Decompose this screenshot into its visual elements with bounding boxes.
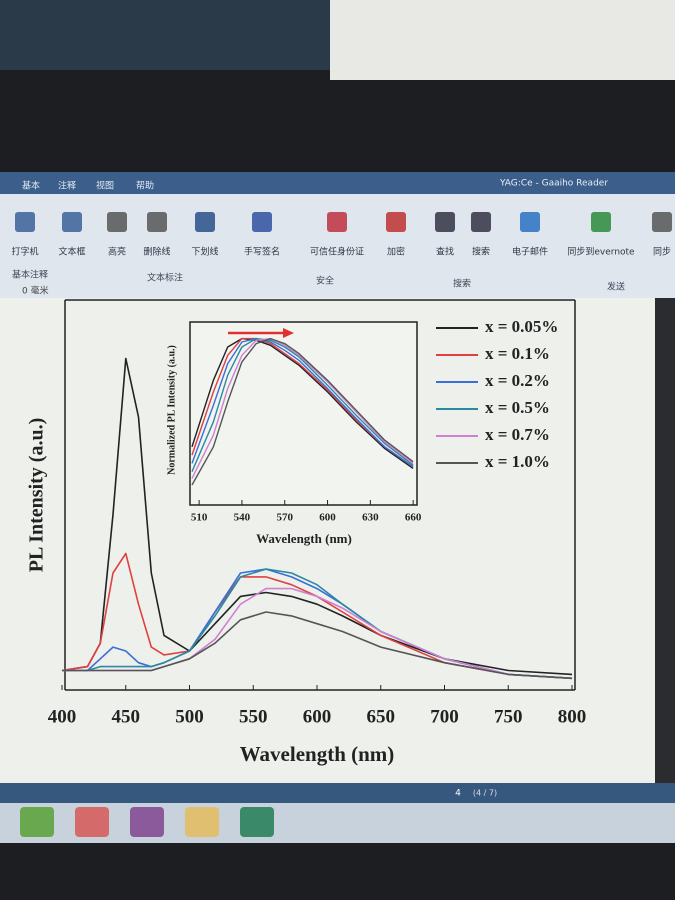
title-bar (0, 172, 675, 194)
x-tick-label: 600 (303, 706, 332, 727)
x-tick-label: 450 (112, 706, 141, 727)
shift-arrow-head (283, 328, 294, 338)
toolbar-icon[interactable] (62, 212, 82, 232)
legend-label: x = 0.1% (485, 344, 550, 363)
toolbar-icon[interactable] (435, 212, 455, 232)
page-count: (4 / 7) (473, 789, 497, 798)
x-tick-label: 750 (494, 706, 523, 727)
y-axis-label: PL Intensity (a.u.) (26, 418, 48, 572)
toolbar-button[interactable]: 查找 (436, 246, 454, 258)
toolbar-icon[interactable] (147, 212, 167, 232)
toolbar-button[interactable]: 可信任身份证 (310, 246, 364, 258)
toolbar-button[interactable]: 打字机 (11, 246, 38, 258)
x-tick-label: 650 (367, 706, 396, 727)
legend-label: x = 1.0% (485, 452, 550, 471)
window-title: YAG:Ce - Gaaiho Reader (499, 179, 608, 189)
x-tick-label: 540 (234, 512, 251, 524)
series-line (191, 337, 414, 468)
toolbar-icon[interactable] (520, 212, 540, 232)
toolbar-button[interactable]: 手写签名 (244, 246, 280, 258)
inset: 510 540 570 600 630 660 Wavelength (nm) Normali… (166, 321, 422, 546)
room-background (0, 0, 330, 70)
toolbar-button[interactable]: 文本框 (58, 246, 85, 258)
toolbar-group: 发送 (607, 281, 625, 293)
toolbar-icon[interactable] (327, 212, 347, 232)
x-tick-label: 500 (175, 706, 204, 727)
toolbar-group: 安全 (316, 275, 334, 287)
toolbar-group: 基本注释 (12, 269, 48, 281)
toolbar-icon[interactable] (591, 212, 611, 232)
toolbar-button[interactable]: 删除线 (143, 246, 170, 258)
toolbar-button[interactable]: 电子邮件 (512, 246, 548, 258)
x-axis-label: Wavelength (nm) (256, 531, 352, 546)
paper-background (330, 0, 675, 80)
x-tick-label: 630 (362, 512, 379, 524)
legend-label: x = 0.7% (485, 425, 550, 444)
toolbar-icon[interactable] (107, 212, 127, 232)
series-line (191, 337, 414, 469)
series-line (191, 337, 414, 468)
taskbar-icon[interactable] (20, 807, 54, 837)
toolbar-button[interactable]: 高亮 (108, 246, 126, 258)
legend-label: x = 0.05% (485, 317, 558, 336)
menu-tab[interactable]: 帮助 (136, 180, 154, 192)
x-tick-label: 700 (430, 706, 459, 727)
page-number[interactable]: 4 (455, 789, 461, 799)
taskbar-icon[interactable] (240, 807, 274, 837)
toolbar-button[interactable]: 搜索 (472, 246, 490, 258)
toolbar-icon[interactable] (471, 212, 491, 232)
legend-label: x = 0.5% (485, 398, 550, 417)
toolbar-icon[interactable] (386, 212, 406, 232)
toolbar-icon[interactable] (15, 212, 35, 232)
status-zoom: 0 毫米 (22, 285, 49, 297)
series-line (191, 337, 414, 472)
series-line (62, 611, 573, 680)
menu-tab[interactable]: 视图 (96, 180, 114, 192)
toolbar-group: 文本标注 (147, 272, 183, 284)
x-tick-label: 660 (405, 512, 422, 524)
toolbar-button[interactable]: 同步 (653, 247, 671, 258)
status-bar (0, 783, 675, 803)
toolbar-icon[interactable] (195, 212, 215, 232)
taskbar (0, 803, 675, 843)
toolbar-button[interactable]: 下划线 (191, 246, 218, 258)
menu-tab[interactable]: 注释 (58, 180, 76, 192)
taskbar-icon[interactable] (130, 807, 164, 837)
series-line (191, 337, 414, 486)
x-tick-label: 550 (239, 706, 268, 727)
inset-frame (189, 321, 418, 506)
toolbar-icon[interactable] (652, 212, 672, 232)
legend-label: x = 0.2% (485, 371, 550, 390)
toolbar-button[interactable]: 同步到evernote (567, 246, 635, 258)
ribbon (0, 194, 675, 298)
taskbar-icon[interactable] (185, 807, 219, 837)
x-tick-label: 600 (319, 512, 336, 524)
x-tick-label: 400 (48, 706, 77, 727)
series-line (191, 337, 414, 479)
toolbar-icon[interactable] (252, 212, 272, 232)
x-tick-label: 570 (276, 512, 293, 524)
y-axis-label: Normalized PL Intensity (a.u.) (166, 345, 177, 475)
x-tick-label: 510 (191, 512, 208, 524)
toolbar-group: 搜索 (453, 278, 471, 290)
taskbar-icon[interactable] (75, 807, 109, 837)
x-axis-label: Wavelength (nm) (240, 742, 395, 766)
toolbar-button[interactable]: 加密 (387, 246, 405, 258)
menu-tab[interactable]: 基本 (22, 180, 40, 192)
side-panel (655, 298, 675, 783)
x-tick-label: 800 (558, 706, 587, 727)
